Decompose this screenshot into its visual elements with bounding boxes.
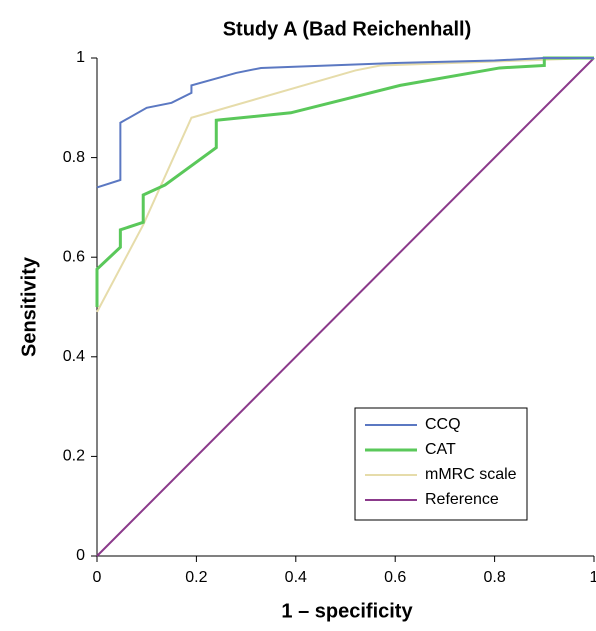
y-tick-label: 0.2 [63, 448, 85, 465]
y-tick-label: 0.6 [63, 248, 85, 265]
y-tick-label: 0.4 [63, 348, 85, 365]
x-tick-label: 0.8 [483, 569, 505, 586]
x-tick-label: 0.2 [185, 569, 207, 586]
y-axis-label: Sensitivity [18, 256, 40, 357]
x-axis-label: 1 – specificity [281, 600, 413, 622]
legend-box [354, 407, 528, 521]
x-tick-label: 0.4 [285, 569, 307, 586]
legend-label: CCQ [425, 416, 461, 433]
series-line [96, 57, 594, 189]
legend-label: CAT [425, 441, 456, 458]
series-line [95, 56, 594, 307]
x-tick-label: 0.6 [384, 569, 406, 586]
y-tick-label: 0 [76, 547, 85, 564]
x-tick-label: 0 [93, 569, 102, 586]
series-line [96, 57, 595, 557]
legend-label: Reference [425, 491, 499, 508]
legend-label: mMRC scale [425, 466, 517, 483]
y-tick-label: 0.8 [63, 149, 85, 166]
y-tick-label: 1 [76, 49, 85, 66]
chart-title: Study A (Bad Reichenhall) [223, 18, 472, 40]
x-tick-label: 1 [590, 569, 596, 586]
series-line [96, 57, 595, 313]
